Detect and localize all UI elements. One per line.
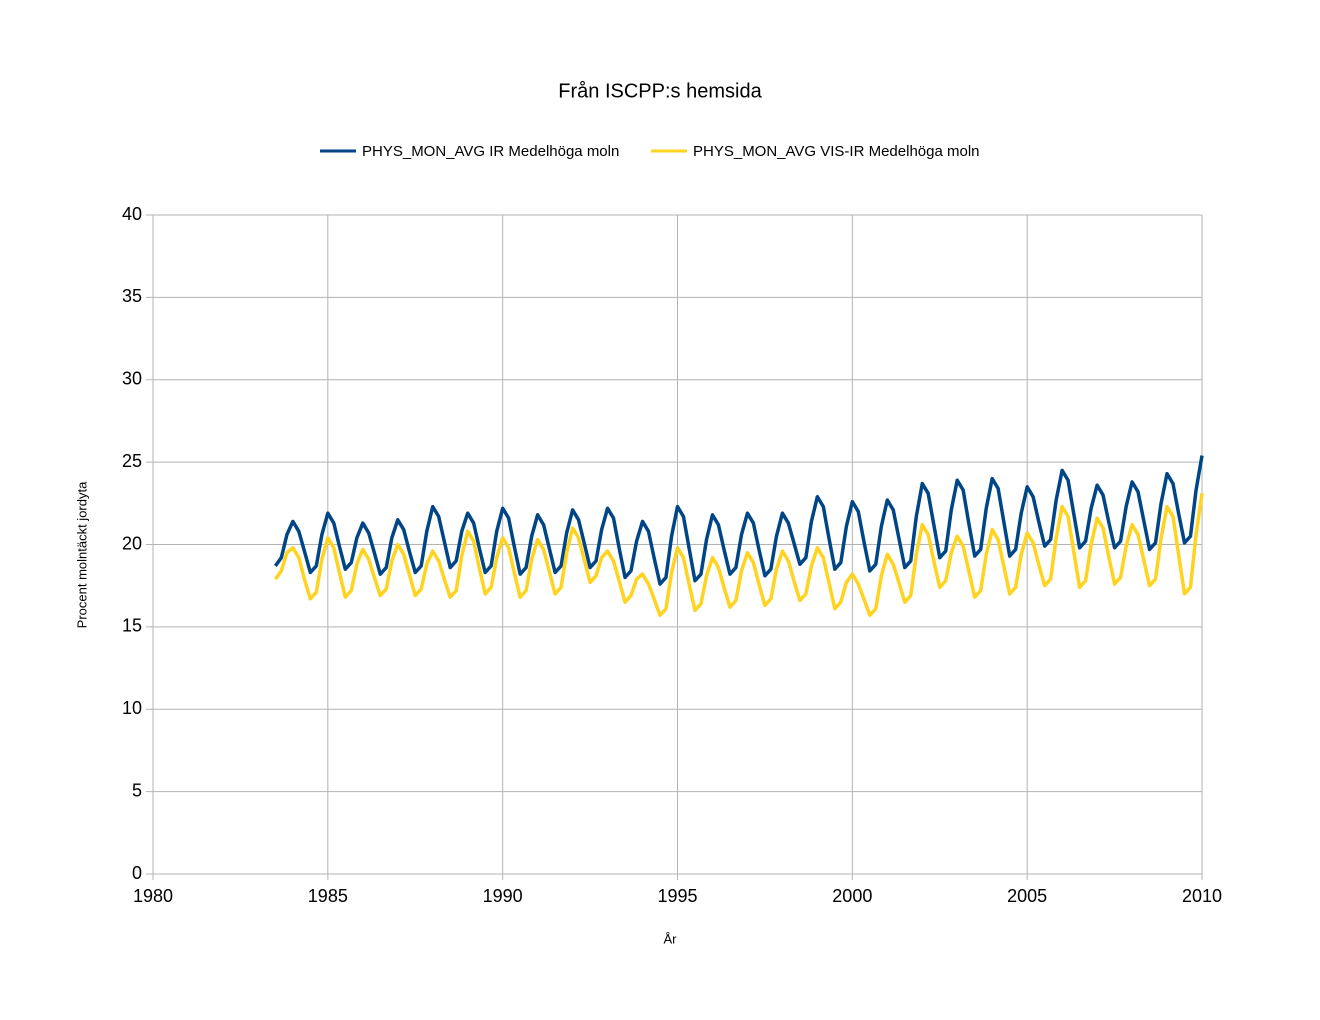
legend-label: PHYS_MON_AVG IR Medelhöga moln [362,143,619,160]
series-line [273,455,1204,586]
y-tick-label: 25 [122,451,142,471]
series-line [273,493,1204,618]
chart-title: Från ISCPP:s hemsida [558,80,762,102]
y-axis-label: Procent molntäckt jordyta [74,481,89,628]
y-tick-label: 30 [122,369,142,389]
y-tick-label: 35 [122,286,142,306]
y-tick-label: 10 [122,698,142,718]
x-tick-label: 1985 [308,886,348,906]
x-axis-label: År [664,931,678,946]
x-tick-label: 1990 [483,886,523,906]
y-tick-label: 40 [122,204,142,224]
y-tick-label: 20 [122,533,142,553]
legend-label: PHYS_MON_AVG VIS-IR Medelhöga moln [693,143,980,160]
y-tick-label: 15 [122,616,142,636]
x-tick-label: 1995 [657,886,697,906]
y-tick-label: 5 [132,780,142,800]
x-tick-label: 2005 [1007,886,1047,906]
y-tick-label: 0 [132,863,142,883]
x-tick-label: 2010 [1182,886,1222,906]
x-tick-label: 2000 [832,886,872,906]
x-tick-label: 1980 [133,886,173,906]
